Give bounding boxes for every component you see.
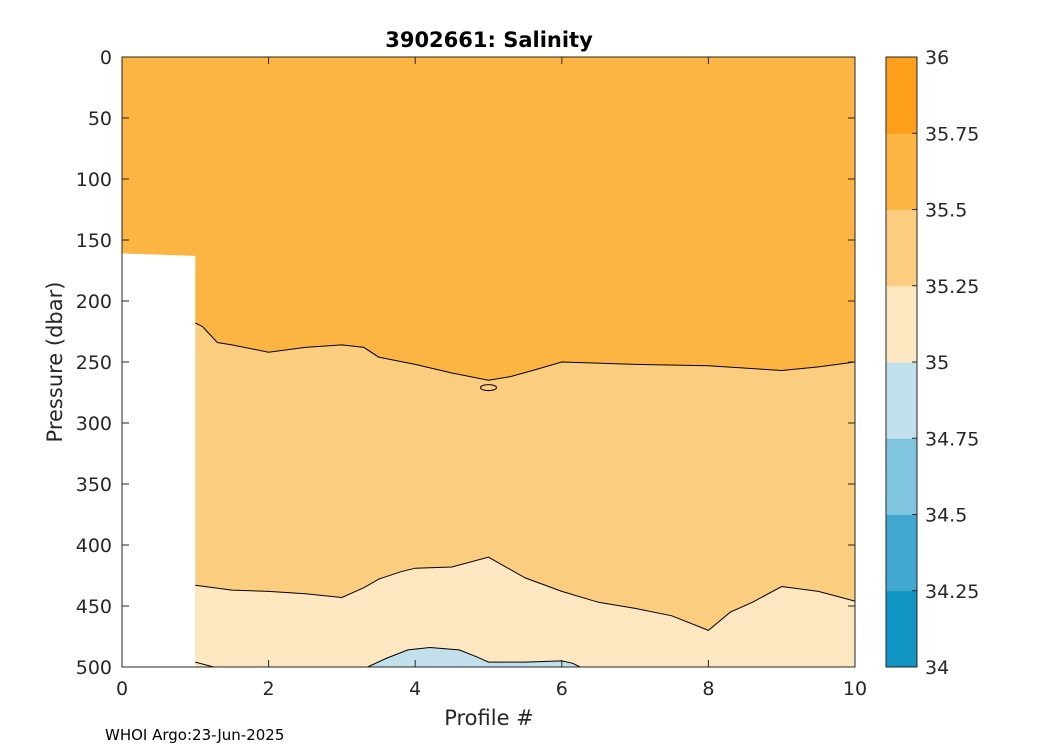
colorbar-segment-35 [886,285,917,363]
colorbar-segment-35.25 [886,209,917,287]
colorbar-segment-34.5 [886,438,917,515]
contour-line-35 [367,646,581,668]
colorbar-tick-label: 34 [925,657,949,679]
x-axis-label: Profile # [444,706,534,730]
x-axis: 0 2 4 6 8 10 [116,57,867,700]
y-axis-label: Pressure (dbar) [43,282,67,443]
y-tick-label: 400 [76,535,112,557]
contour-line-35-edge [195,661,214,668]
band-35-35.25 [195,557,856,667]
x-tick-label: 4 [409,678,421,700]
colorbar-segment-34.25 [886,514,917,592]
y-tick-label: 450 [76,596,112,618]
colorbar-segment-34.75 [886,362,917,439]
y-tick-label: 200 [76,291,112,313]
y-tick-label: 500 [76,657,112,679]
chart-title: 3902661: Salinity [385,28,593,52]
colorbar-tick-label: 36 [925,47,949,69]
colorbar-tick-label: 34.5 [925,505,967,527]
x-tick-label: 2 [263,678,275,700]
footer-credit: WHOI Argo:23-Jun-2025 [105,726,284,744]
colorbar-tick-label: 35.75 [925,123,979,145]
y-axis: 0 50 100 150 200 250 300 350 400 450 500 [76,47,855,679]
y-tick-label: 300 [76,413,112,435]
colorbar-segment-34 [886,590,917,668]
band-35.25-35.5 [195,323,856,631]
colorbar-tick-label: 34.25 [925,581,979,603]
y-tick-label: 0 [100,47,112,69]
contour-line-35.25 [195,556,856,631]
colorbar-tick-label: 35.25 [925,276,979,298]
colorbar-tick-label: 35.5 [925,200,967,222]
y-tick-label: 350 [76,474,112,496]
colorbar-segment-35.5 [886,133,917,210]
colorbar-tick-label: 35 [925,352,949,374]
plot-area [121,56,856,668]
y-tick-label: 250 [76,352,112,374]
y-tick-label: 100 [76,169,112,191]
small-closed-contour [480,384,497,392]
x-tick-label: 10 [843,678,867,700]
y-tick-label: 50 [88,108,112,130]
colorbar: 34 34.25 34.5 34.75 35 35.25 35.5 35.75 36 [885,47,979,679]
colorbar-tick-label: 34.75 [925,428,979,450]
x-tick-label: 8 [702,678,714,700]
contour-line-35.5 [195,322,856,381]
y-tick-label: 150 [76,230,112,252]
no-data-region [122,253,196,668]
x-tick-label: 0 [116,678,128,700]
colorbar-segment-35.75 [886,57,917,134]
x-tick-label: 6 [556,678,568,700]
